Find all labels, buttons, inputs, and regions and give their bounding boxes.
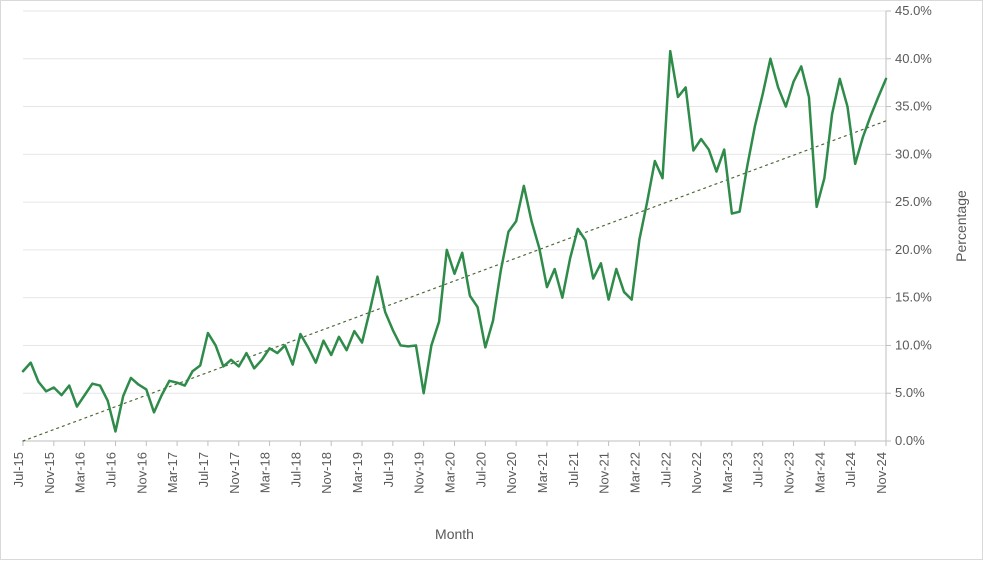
x-tick-label: Nov-16 (134, 452, 149, 494)
x-tick-label: Nov-19 (412, 452, 427, 494)
y-tick-label: 10.0% (895, 337, 932, 352)
x-tick-label: Nov-17 (227, 452, 242, 494)
x-tick-label: Jul-20 (473, 452, 488, 487)
y-tick-label: 25.0% (895, 194, 932, 209)
y-tick-label: 5.0% (895, 385, 925, 400)
x-tick-label: Nov-15 (42, 452, 57, 494)
y-axis-title: Percentage (953, 190, 969, 262)
x-tick-label: Jul-19 (381, 452, 396, 487)
x-tick-label: Jul-15 (11, 452, 26, 487)
x-tick-label: Jul-21 (566, 452, 581, 487)
x-tick-label: Nov-24 (874, 452, 889, 494)
x-tick-label: Mar-17 (165, 452, 180, 493)
y-tick-label: 35.0% (895, 99, 932, 114)
x-tick-label: Jul-16 (103, 452, 118, 487)
x-tick-label: Jul-24 (843, 452, 858, 487)
line-chart: 0.0% 5.0% 10.0% 15.0% 20.0% 25.0% 30.0% 35.0% 40… (1, 1, 983, 561)
y-tick-label: 20.0% (895, 242, 932, 257)
y-tick-label: 40.0% (895, 51, 932, 66)
y-tick-label: 45.0% (895, 3, 932, 18)
x-tick-label: Jul-18 (288, 452, 303, 487)
x-tick-label: Nov-21 (597, 452, 612, 494)
x-tick-label: Mar-19 (350, 452, 365, 493)
data-series-line (23, 51, 886, 431)
chart-frame: 0.0% 5.0% 10.0% 15.0% 20.0% 25.0% 30.0% 35.0% 40… (0, 0, 983, 560)
x-tick-label: Mar-20 (443, 452, 458, 493)
x-tick-label: Mar-21 (535, 452, 550, 493)
x-tick-label: Jul-22 (658, 452, 673, 487)
x-tick-label: Mar-16 (73, 452, 88, 493)
x-tick-label: Nov-22 (689, 452, 704, 494)
x-tick-label: Mar-23 (720, 452, 735, 493)
x-tick-label: Mar-22 (627, 452, 642, 493)
x-tick-label: Mar-24 (812, 452, 827, 493)
x-axis-title: Month (435, 526, 474, 542)
y-tick-label: 30.0% (895, 146, 932, 161)
y-tick-label: 15.0% (895, 290, 932, 305)
x-tick-label: Jul-17 (196, 452, 211, 487)
x-tick-label: Jul-23 (751, 452, 766, 487)
x-tick-label: Nov-18 (319, 452, 334, 494)
y-tick-label: 0.0% (895, 433, 925, 448)
x-tick-label: Mar-18 (258, 452, 273, 493)
x-tick-label: Nov-20 (504, 452, 519, 494)
x-tick-label: Nov-23 (782, 452, 797, 494)
